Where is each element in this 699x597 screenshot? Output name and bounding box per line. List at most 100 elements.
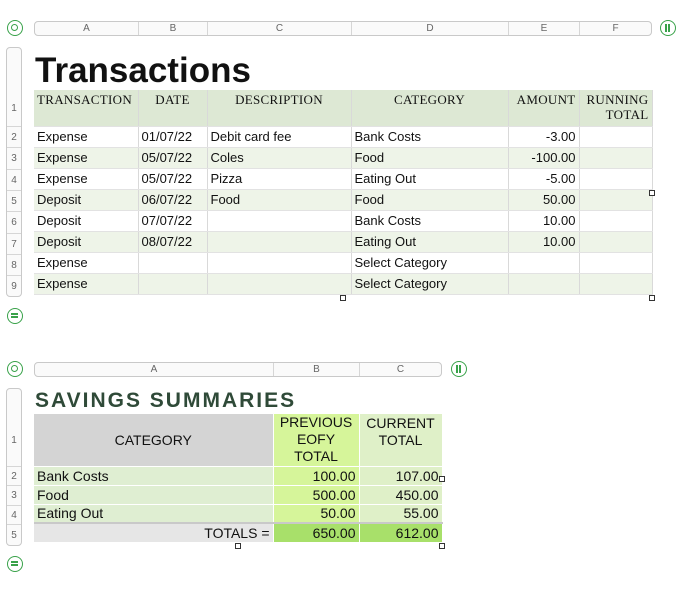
- row-header-7[interactable]: 7: [7, 234, 21, 255]
- add-column-button[interactable]: [451, 361, 467, 377]
- cell-category[interactable]: Select Category: [351, 252, 509, 274]
- cell-amount[interactable]: -5.00: [508, 168, 580, 190]
- cell-transaction[interactable]: Expense: [34, 126, 139, 148]
- cell-running-total[interactable]: [579, 252, 653, 274]
- header-description[interactable]: DESCRIPTION: [207, 90, 352, 127]
- cell-transaction[interactable]: Expense: [34, 168, 139, 190]
- cell-transaction[interactable]: Expense: [34, 273, 139, 295]
- cell-previous-total[interactable]: 100.00: [273, 466, 360, 486]
- cell-transaction[interactable]: Expense: [34, 252, 139, 274]
- resize-handle[interactable]: [235, 543, 241, 549]
- resize-handle[interactable]: [649, 295, 655, 301]
- cell-category[interactable]: Select Category: [351, 273, 509, 295]
- column-header-bar[interactable]: A B C: [34, 362, 442, 377]
- cell-current-total[interactable]: 450.00: [359, 485, 443, 505]
- cell-transaction[interactable]: Deposit: [34, 189, 139, 211]
- column-header-f[interactable]: F: [612, 23, 619, 34]
- cell-date[interactable]: 06/07/22: [138, 189, 208, 211]
- select-table-button[interactable]: [7, 361, 23, 377]
- row-header-5[interactable]: 5: [11, 529, 17, 541]
- header-transaction[interactable]: TRANSACTION: [34, 90, 139, 127]
- row-header-5[interactable]: 5: [7, 191, 21, 212]
- cell-running-total[interactable]: [579, 189, 653, 211]
- cell-date[interactable]: [138, 252, 208, 274]
- cell-category[interactable]: Eating Out: [351, 168, 509, 190]
- resize-handle[interactable]: [340, 295, 346, 301]
- cell-date[interactable]: 08/07/22: [138, 231, 208, 253]
- cell-category[interactable]: Eating Out: [34, 504, 274, 524]
- totals-previous[interactable]: 650.00: [273, 522, 360, 543]
- header-running-total[interactable]: RUNNING TOTAL: [579, 90, 653, 127]
- resize-handle[interactable]: [649, 190, 655, 196]
- cell-amount[interactable]: 10.00: [508, 210, 580, 232]
- row-header-8[interactable]: 8: [7, 255, 21, 276]
- cell-date[interactable]: 07/07/22: [138, 210, 208, 232]
- cell-description[interactable]: Coles: [207, 147, 352, 169]
- cell-amount[interactable]: 50.00: [508, 189, 580, 211]
- row-header-3[interactable]: 3: [7, 148, 21, 170]
- cell-transaction[interactable]: Expense: [34, 147, 139, 169]
- cell-category[interactable]: Food: [351, 189, 509, 211]
- column-header-d[interactable]: D: [352, 22, 509, 35]
- cell-amount[interactable]: -100.00: [508, 147, 580, 169]
- cell-amount[interactable]: [508, 252, 580, 274]
- cell-category[interactable]: Food: [351, 147, 509, 169]
- resize-handle[interactable]: [439, 543, 445, 549]
- totals-current[interactable]: 612.00: [359, 522, 443, 543]
- totals-label[interactable]: TOTALS =: [34, 522, 274, 543]
- header-amount[interactable]: AMOUNT: [508, 90, 580, 127]
- cell-current-total[interactable]: 55.00: [359, 504, 443, 524]
- add-row-button[interactable]: [7, 308, 23, 324]
- row-header-4[interactable]: 4: [7, 170, 21, 191]
- cell-description[interactable]: [207, 210, 352, 232]
- cell-amount[interactable]: [508, 273, 580, 295]
- row-header-2[interactable]: 2: [7, 467, 21, 486]
- header-previous-eofy-total[interactable]: PREVIOUS EOFY TOTAL: [273, 414, 360, 467]
- add-row-button[interactable]: [7, 556, 23, 572]
- cell-category[interactable]: Bank Costs: [351, 210, 509, 232]
- cell-description[interactable]: [207, 231, 352, 253]
- cell-description[interactable]: [207, 252, 352, 274]
- header-current-total[interactable]: CURRENT TOTAL: [359, 414, 443, 467]
- row-header-9[interactable]: 9: [11, 281, 17, 292]
- column-header-b[interactable]: B: [139, 22, 208, 35]
- cell-category[interactable]: Eating Out: [351, 231, 509, 253]
- row-header-3[interactable]: 3: [7, 486, 21, 506]
- cell-description[interactable]: [207, 273, 352, 295]
- header-date[interactable]: DATE: [138, 90, 208, 127]
- cell-date[interactable]: [138, 273, 208, 295]
- column-header-a[interactable]: A: [35, 363, 274, 376]
- row-header-2[interactable]: 2: [7, 127, 21, 148]
- header-category[interactable]: CATEGORY: [34, 414, 274, 467]
- row-header-6[interactable]: 6: [7, 212, 21, 234]
- cell-previous-total[interactable]: 500.00: [273, 485, 360, 505]
- column-header-a[interactable]: A: [35, 22, 139, 35]
- cell-description[interactable]: Debit card fee: [207, 126, 352, 148]
- column-header-c[interactable]: C: [208, 22, 352, 35]
- cell-transaction[interactable]: Deposit: [34, 210, 139, 232]
- header-category[interactable]: CATEGORY: [351, 90, 509, 127]
- cell-running-total[interactable]: [579, 168, 653, 190]
- row-header-4[interactable]: 4: [7, 506, 21, 525]
- cell-date[interactable]: 01/07/22: [138, 126, 208, 148]
- cell-running-total[interactable]: [579, 210, 653, 232]
- cell-amount[interactable]: -3.00: [508, 126, 580, 148]
- select-table-button[interactable]: [7, 20, 23, 36]
- cell-description[interactable]: Pizza: [207, 168, 352, 190]
- column-header-b[interactable]: B: [274, 363, 360, 376]
- cell-running-total[interactable]: [579, 273, 653, 295]
- cell-amount[interactable]: 10.00: [508, 231, 580, 253]
- cell-category[interactable]: Bank Costs: [34, 466, 274, 486]
- cell-category[interactable]: Bank Costs: [351, 126, 509, 148]
- cell-running-total[interactable]: [579, 231, 653, 253]
- cell-date[interactable]: 05/07/22: [138, 168, 208, 190]
- cell-description[interactable]: Food: [207, 189, 352, 211]
- column-header-c[interactable]: C: [396, 364, 405, 375]
- cell-date[interactable]: 05/07/22: [138, 147, 208, 169]
- cell-previous-total[interactable]: 50.00: [273, 504, 360, 524]
- row-header-bar[interactable]: 1 2 3 4 5 6 7 8 9: [6, 47, 22, 297]
- cell-category[interactable]: Food: [34, 485, 274, 505]
- resize-handle[interactable]: [439, 476, 445, 482]
- column-header-e[interactable]: E: [509, 22, 580, 35]
- add-column-button[interactable]: [660, 20, 676, 36]
